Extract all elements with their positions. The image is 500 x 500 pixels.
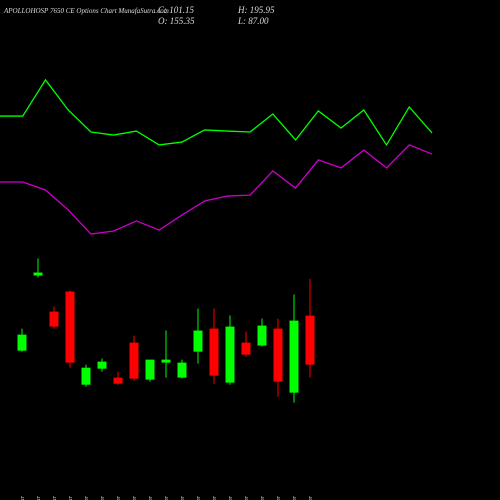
candle-body <box>113 377 123 384</box>
x-tick-label: 26 Mar <box>36 495 42 500</box>
indicator-line <box>0 78 433 147</box>
x-tick-label: 04 Apr <box>131 495 138 500</box>
x-tick-label: 11 Apr <box>196 495 202 500</box>
candle-body <box>241 342 251 355</box>
candle-body <box>49 311 59 327</box>
candle-body <box>145 359 155 380</box>
x-tick-label: 24 Mar <box>19 495 26 500</box>
x-tick-label: 08 Apr <box>164 495 170 500</box>
x-tick-label: 15 Apr <box>212 495 218 500</box>
candle-body <box>193 330 203 352</box>
chart-title: APOLLOHOSP 7650 CE Options Chart MunafaS… <box>3 7 169 15</box>
open-label: O: 155.35 <box>158 16 195 26</box>
x-tick-label: 27 Mar <box>52 495 58 500</box>
x-tick-label: 28 Mar <box>68 495 74 500</box>
x-tick-label: 24 Apr <box>307 495 314 500</box>
x-tick-label: 03 Apr <box>116 495 122 500</box>
x-tick-label: 02 Apr <box>100 495 106 500</box>
candle-body <box>177 362 187 378</box>
candle-body <box>273 328 283 382</box>
candle-body <box>65 291 75 363</box>
close-label: C: 101.15 <box>158 5 195 15</box>
candle-body <box>209 328 219 376</box>
x-tick-label: 22 Apr <box>276 495 282 500</box>
x-tick-label: 09 Apr <box>180 495 186 500</box>
candle-body <box>81 367 91 385</box>
candle-body <box>97 361 107 369</box>
candle-body <box>225 326 235 383</box>
candle-body <box>305 315 315 365</box>
x-tick-label: 17 Apr <box>244 495 250 500</box>
candle-body <box>129 342 139 379</box>
high-label: H: 195.95 <box>237 5 275 15</box>
x-tick-label: 21 Apr <box>260 495 266 500</box>
x-tick-label: 16 Apr <box>228 495 234 500</box>
low-label: L: 87.00 <box>237 16 269 26</box>
candle-body <box>33 272 43 276</box>
x-tick-label: 01 Apr <box>84 495 90 500</box>
candle-body <box>17 334 27 351</box>
x-tick-label: 23 Apr <box>292 495 298 500</box>
indicator-line <box>0 144 433 235</box>
candle-body <box>289 320 299 393</box>
x-tick-label: 07 Apr <box>148 495 154 500</box>
candle-body <box>161 359 171 363</box>
candle-body <box>257 325 267 346</box>
